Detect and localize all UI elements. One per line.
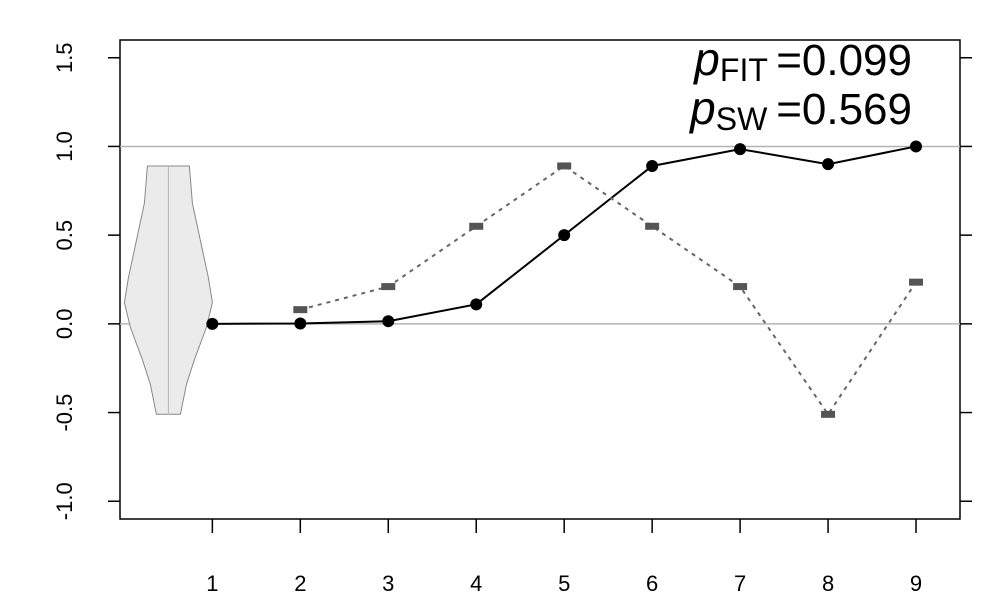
y-axis-left: -1.0 -0.5 0.0 0.5 1.0 1.5 (52, 42, 120, 520)
p-value-annotation: pFIT =0.099 (692, 33, 912, 88)
plot-frame (119, 39, 961, 520)
violin (123, 165, 213, 415)
p-symbol: p (692, 33, 720, 85)
x-tick-label: 9 (910, 571, 922, 596)
p-value-annotation: pSW =0.569 (688, 82, 912, 137)
y-tick-label: 1.5 (52, 42, 77, 73)
series-solid-point (206, 317, 219, 330)
series-dash-marker (381, 283, 396, 291)
y-tick-label: 0.0 (52, 309, 77, 340)
series-dash-marker (733, 283, 748, 291)
x-tick-label: 8 (822, 571, 834, 596)
x-tick-label: 6 (646, 571, 658, 596)
y-tick-label: -0.5 (52, 394, 77, 432)
series-dash-marker (645, 222, 660, 230)
reference-lines (120, 145, 960, 325)
series-solid-point (382, 315, 395, 328)
series-dash-marker (557, 162, 572, 170)
x-tick-label: 7 (734, 571, 746, 596)
series-dash-marker (469, 222, 484, 230)
y-tick-label: 1.0 (52, 131, 77, 162)
series-solid-point (910, 140, 923, 153)
x-axis: 1 2 3 4 5 6 7 8 9 (206, 519, 922, 596)
x-tick-label: 2 (294, 571, 306, 596)
p-value: =0.099 (776, 36, 912, 85)
series-dotted-line (300, 164, 917, 417)
series-solid-point (470, 298, 483, 311)
series-solid-point (294, 317, 307, 330)
x-tick-label: 5 (558, 571, 570, 596)
y-tick-label: 0.5 (52, 220, 77, 251)
p-symbol: p (688, 82, 716, 134)
y-axis-right (960, 56, 972, 503)
x-tick-label: 4 (470, 571, 482, 596)
series-solid-point (822, 158, 835, 171)
series-solid-point (646, 159, 659, 172)
p-subscript: SW (716, 101, 776, 137)
series-dash-marker (909, 278, 924, 286)
series (206, 140, 924, 418)
series-solid-point (558, 229, 571, 242)
y-tick-label: -1.0 (52, 482, 77, 520)
series-solid-point (734, 143, 747, 156)
x-tick-label: 3 (382, 571, 394, 596)
p-value: =0.569 (776, 85, 912, 134)
x-tick-label: 1 (206, 571, 218, 596)
series-dash-marker (293, 306, 308, 314)
series-dash-marker (821, 410, 836, 418)
p-subscript: FIT (720, 52, 776, 88)
